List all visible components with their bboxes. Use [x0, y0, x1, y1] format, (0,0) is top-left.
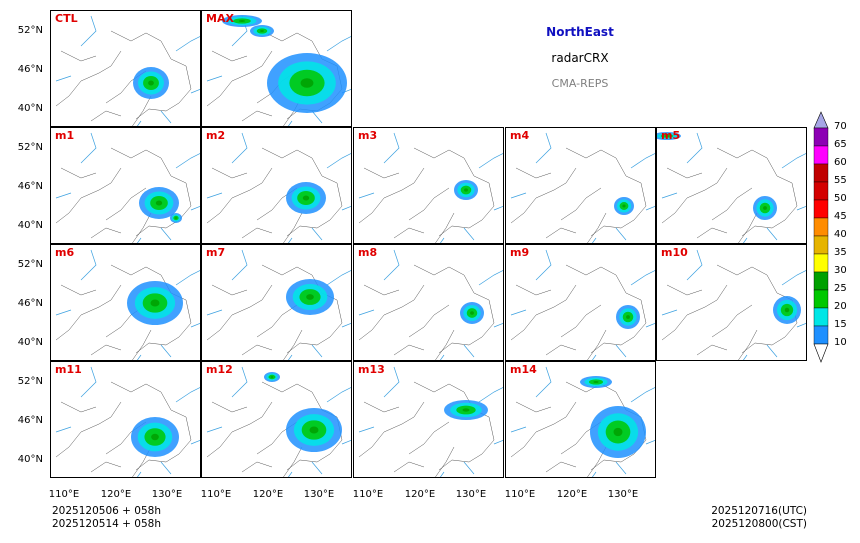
lon-tick-label: 120°E [556, 489, 588, 500]
lat-tick-label: 52°N [17, 25, 43, 36]
colorbar-tick-label: 70 [834, 121, 847, 132]
region-title: NorthEast [546, 25, 614, 39]
valid-time-cst: 2025120800(CST) [711, 518, 807, 530]
lon-tick-label: 110°E [48, 489, 80, 500]
map-panel: m2 [201, 127, 352, 244]
panel-label: m3 [358, 129, 378, 142]
panel-label: m12 [206, 363, 233, 376]
lon-tick-label: 130°E [455, 489, 487, 500]
colorbar-segment [813, 235, 829, 255]
colorbar-segment [813, 127, 829, 147]
panel-label: CTL [55, 12, 78, 25]
map-panel: m9 [505, 244, 656, 361]
lat-tick-label: 46°N [17, 64, 43, 75]
panel-label: m10 [661, 246, 688, 259]
lat-tick-label: 40°N [17, 454, 43, 465]
map-panel: m11 [50, 361, 201, 478]
lat-tick-label: 40°N [17, 337, 43, 348]
lat-tick-label: 40°N [17, 220, 43, 231]
lon-tick-label: 130°E [607, 489, 639, 500]
variable-title: radarCRX [551, 51, 609, 65]
panel-label: m5 [661, 129, 681, 142]
panel-label: m1 [55, 129, 75, 142]
colorbar-tick-label: 15 [834, 319, 847, 330]
init-time-block: 2025120506 + 058h 2025120514 + 058h [52, 505, 161, 531]
map-panel: MAX [201, 10, 352, 127]
lat-tick-label: 52°N [17, 259, 43, 270]
panel-label: m8 [358, 246, 378, 259]
map-panel: m12 [201, 361, 352, 478]
colorbar-tick-label: 55 [834, 175, 847, 186]
panel-label: m4 [510, 129, 530, 142]
lat-tick-label: 46°N [17, 181, 43, 192]
lon-tick-label: 110°E [352, 489, 384, 500]
colorbar-lower-arrow [813, 343, 829, 363]
colorbar-segment [813, 181, 829, 201]
colorbar-tick-label: 65 [834, 139, 847, 150]
map-panel: m6 [50, 244, 201, 361]
lon-tick-label: 120°E [252, 489, 284, 500]
lon-tick-label: 110°E [504, 489, 536, 500]
map-panel: m1 [50, 127, 201, 244]
colorbar-segment [813, 199, 829, 219]
panel-label: m7 [206, 246, 226, 259]
colorbar-segment [813, 163, 829, 183]
lat-tick-label: 52°N [17, 376, 43, 387]
lon-tick-label: 130°E [303, 489, 335, 500]
valid-time-block: 2025120716(UTC) 2025120800(CST) [697, 505, 807, 531]
colorbar-segment [813, 253, 829, 273]
map-panel: m5 [656, 127, 807, 244]
colorbar-tick-label: 20 [834, 301, 847, 312]
lon-tick-label: 120°E [100, 489, 132, 500]
colorbar-segment [813, 271, 829, 291]
colorbar-tick-label: 30 [834, 265, 847, 276]
panel-label: m13 [358, 363, 385, 376]
map-panel: m3 [353, 127, 504, 244]
colorbar-tick-label: 10 [834, 337, 847, 348]
panel-label: m11 [55, 363, 82, 376]
map-panel: CTL [50, 10, 201, 127]
panel-label: m9 [510, 246, 530, 259]
lat-tick-label: 46°N [17, 415, 43, 426]
panel-label: m6 [55, 246, 75, 259]
map-panel: m7 [201, 244, 352, 361]
init-time-line-1: 2025120506 + 058h [52, 505, 161, 517]
map-panel: m14 [505, 361, 656, 478]
colorbar-segment [813, 325, 829, 345]
panel-label: m14 [510, 363, 537, 376]
map-panel: m10 [656, 244, 807, 361]
colorbar-tick-label: 60 [834, 157, 847, 168]
lat-tick-label: 40°N [17, 103, 43, 114]
colorbar-tick-label: 25 [834, 283, 847, 294]
colorbar-upper-arrow [813, 111, 829, 129]
colorbar-segment [813, 145, 829, 165]
colorbar-tick-label: 40 [834, 229, 847, 240]
map-panel: m8 [353, 244, 504, 361]
init-time-line-2: 2025120514 + 058h [52, 518, 161, 530]
colorbar-graphic [813, 111, 829, 363]
colorbar-tick-label: 45 [834, 211, 847, 222]
lat-tick-label: 46°N [17, 298, 43, 309]
panel-label: m2 [206, 129, 226, 142]
lon-tick-label: 130°E [151, 489, 183, 500]
valid-time-utc: 2025120716(UTC) [711, 505, 807, 517]
lat-tick-label: 52°N [17, 142, 43, 153]
model-title: CMA-REPS [551, 77, 609, 90]
colorbar-segment [813, 217, 829, 237]
colorbar-tick-label: 50 [834, 193, 847, 204]
colorbar-tick-label: 35 [834, 247, 847, 258]
map-panel: m13 [353, 361, 504, 478]
panel-label: MAX [206, 12, 234, 25]
lon-tick-label: 110°E [200, 489, 232, 500]
colorbar-segment [813, 307, 829, 327]
colorbar-segment [813, 289, 829, 309]
map-panel: m4 [505, 127, 656, 244]
lon-tick-label: 120°E [404, 489, 436, 500]
